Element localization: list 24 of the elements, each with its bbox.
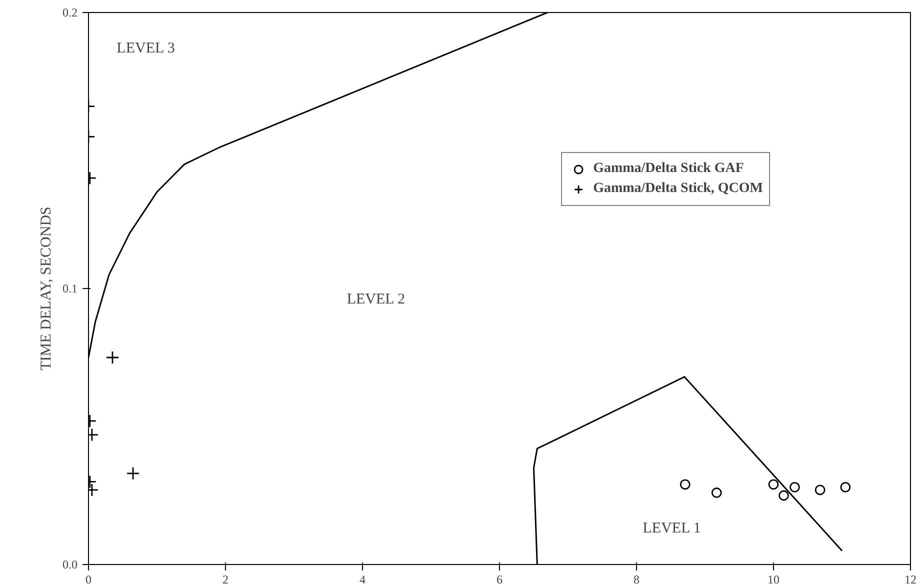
annotation: LEVEL 3 [116,40,175,56]
legend-label: Gamma/Delta Stick GAF [593,161,744,177]
x-tick-label: 6 [496,572,502,586]
x-tick-label: 0 [86,572,92,586]
point [814,484,826,496]
x-tick-label: 12 [904,572,916,586]
legend-label: Gamma/Delta Stick, QCOM [593,181,763,197]
annotation: LEVEL 2 [346,292,406,308]
y-tick-label: 0.1 [62,282,78,296]
x-tick-label: 4 [360,572,366,586]
point [778,490,789,501]
point [711,488,722,498]
point [680,479,690,490]
x-tick-label: 2 [222,572,228,586]
line-series [533,376,843,564]
y-axis-title: TIME DELAY, SECONDS [38,206,54,370]
point [790,482,800,492]
x-tick-label: 8 [634,572,640,586]
x-tick-label: 10 [768,572,780,586]
y-tick-label: 0.0 [62,558,78,572]
point [768,479,779,490]
annotation: LEVEL 1 [642,520,701,537]
y-tick-label: 0.2 [62,6,78,20]
point [840,482,851,492]
